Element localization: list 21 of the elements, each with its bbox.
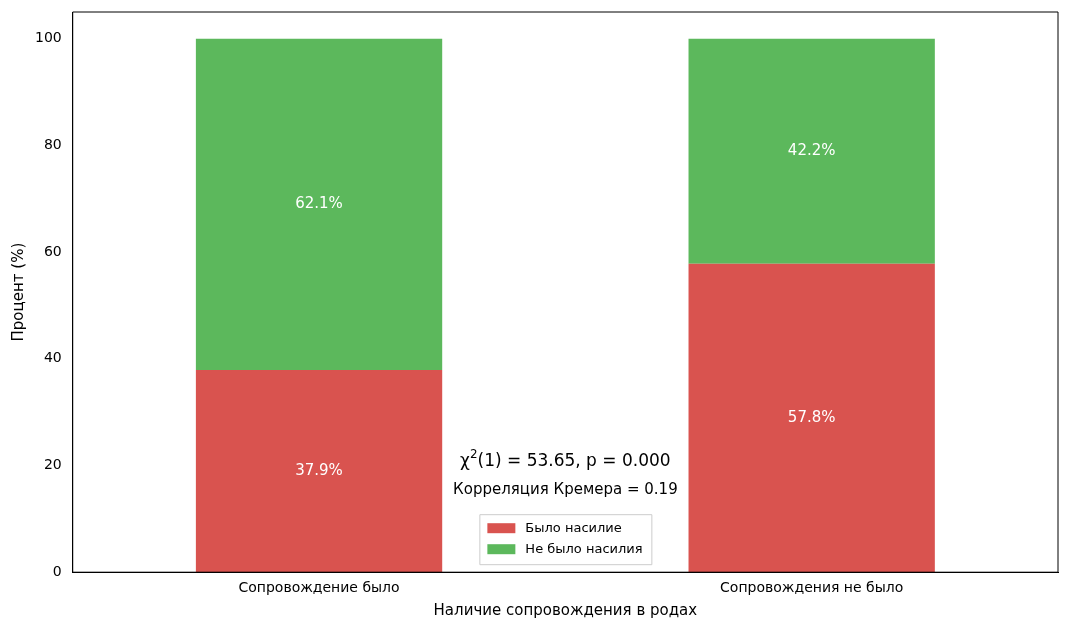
x-tick-label: Сопровождения не было <box>720 579 904 596</box>
legend-label: Не было насилия <box>525 540 643 556</box>
data-label: 37.9% <box>295 460 343 479</box>
bar <box>195 369 443 573</box>
data-label: 62.1% <box>295 194 343 213</box>
y-tick-label: 80 <box>43 136 62 153</box>
y-tick-label: 40 <box>43 349 62 366</box>
y-tick-label: 100 <box>34 29 62 46</box>
legend-label: Было насилие <box>525 519 622 535</box>
bar <box>688 263 935 573</box>
annotation: Корреляция Кремера = 0.19 <box>453 479 678 498</box>
x-axis-title: Наличие сопровождения в родах <box>433 600 698 619</box>
y-tick-label: 60 <box>43 242 62 259</box>
data-label: 57.8% <box>787 407 836 426</box>
bar <box>195 38 443 370</box>
y-tick-label: 20 <box>43 456 62 473</box>
x-tick-label: Сопровождение было <box>238 579 400 596</box>
y-tick-label: 0 <box>52 562 62 579</box>
data-label: 42.2% <box>787 141 836 160</box>
bar <box>688 38 935 264</box>
y-axis-title: Процент (%) <box>8 242 27 342</box>
